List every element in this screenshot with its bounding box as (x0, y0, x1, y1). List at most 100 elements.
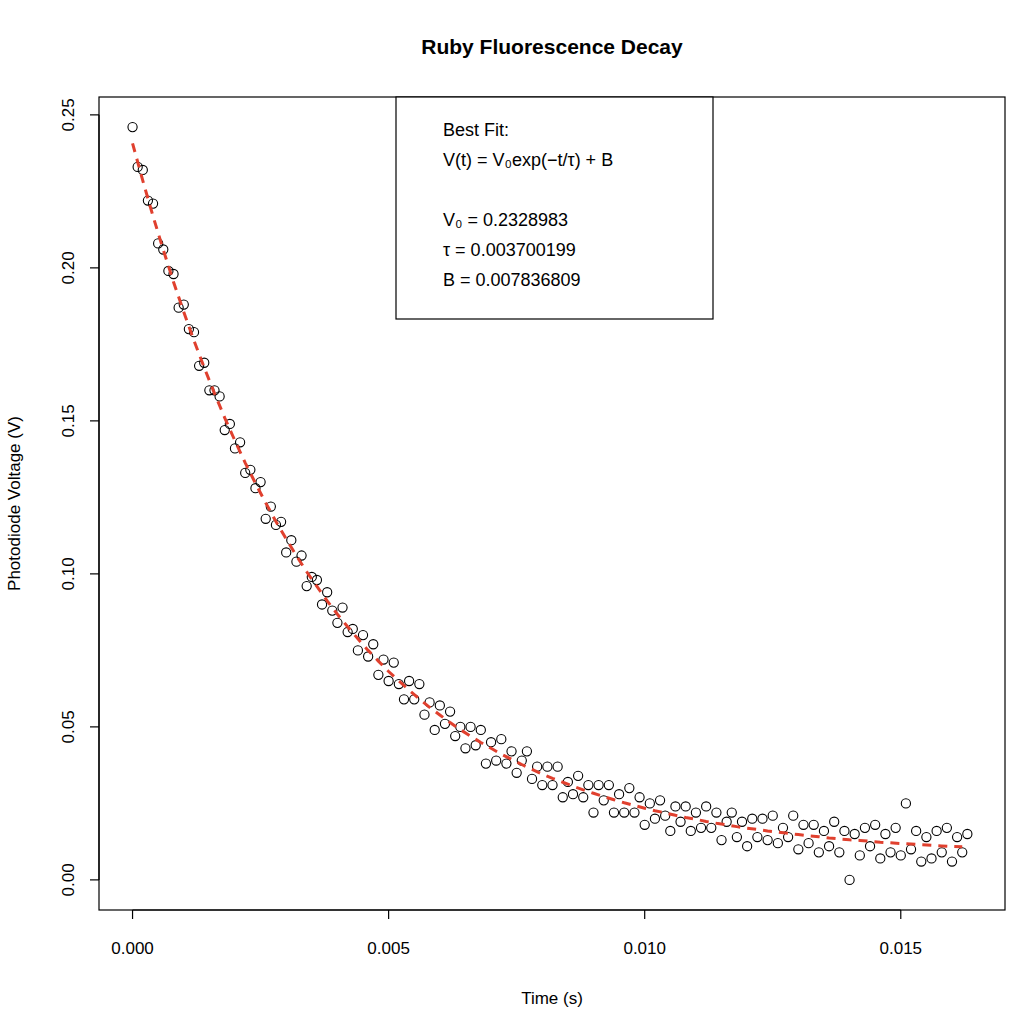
x-tick-label: 0.015 (880, 939, 923, 958)
data-point (374, 670, 383, 679)
data-point (399, 695, 408, 704)
data-point (707, 823, 716, 832)
data-point (881, 829, 890, 838)
data-point (461, 744, 470, 753)
data-point (579, 793, 588, 802)
data-point (676, 817, 685, 826)
data-point (594, 780, 603, 789)
data-point (927, 854, 936, 863)
data-point (630, 808, 639, 817)
x-tick-label: 0.010 (623, 939, 666, 958)
annotation-box (396, 97, 713, 319)
data-point (896, 851, 905, 860)
y-tick (90, 573, 99, 574)
data-point (886, 848, 895, 857)
y-axis-line (98, 115, 99, 880)
data-point (819, 826, 828, 835)
plot-frame (99, 97, 1005, 910)
data-point (947, 857, 956, 866)
data-point (625, 783, 634, 792)
data-point (384, 676, 393, 685)
y-axis: 0.000.050.100.150.200.25 (59, 98, 99, 896)
data-point (481, 759, 490, 768)
data-point (855, 851, 864, 860)
data-point (655, 796, 664, 805)
data-point (589, 808, 598, 817)
fit-line (133, 143, 963, 847)
data-point (502, 759, 511, 768)
x-axis-label: Time (s) (521, 989, 583, 1008)
data-point (712, 808, 721, 817)
data-point (666, 826, 675, 835)
data-point (845, 875, 854, 884)
data-point (763, 836, 772, 845)
data-point (804, 839, 813, 848)
data-point (492, 756, 501, 765)
x-tick-label: 0.005 (367, 939, 410, 958)
y-tick (90, 879, 99, 880)
data-point (901, 799, 910, 808)
data-point (353, 646, 362, 655)
x-axis: 0.000 0.005 0.010 0.015 (111, 910, 922, 958)
data-point (609, 808, 618, 817)
data-point (323, 588, 332, 597)
y-tick-label: 0.20 (59, 251, 78, 284)
data-point (435, 701, 444, 710)
data-point (220, 425, 229, 434)
data-point (568, 790, 577, 799)
data-point (691, 808, 700, 817)
data-point (922, 832, 931, 841)
data-point (466, 722, 475, 731)
y-tick-label: 0.25 (59, 98, 78, 131)
data-point (558, 793, 567, 802)
data-point (963, 829, 972, 838)
data-point (912, 826, 921, 835)
y-tick (90, 267, 99, 268)
data-point (553, 762, 562, 771)
data-point (871, 820, 880, 829)
y-tick-label: 0.00 (59, 863, 78, 896)
chart-title: Ruby Fluorescence Decay (421, 35, 683, 58)
data-point (333, 618, 342, 627)
y-tick (90, 420, 99, 421)
data-point (743, 842, 752, 851)
data-point (574, 771, 583, 780)
data-point (768, 811, 777, 820)
data-point (799, 820, 808, 829)
data-point (261, 514, 270, 523)
data-point (958, 848, 967, 857)
data-point (584, 780, 593, 789)
x-tick (644, 910, 645, 919)
data-point (773, 839, 782, 848)
data-point (906, 845, 915, 854)
fit-annotation: Best Fit:V(t) = V₀exp(−t/τ) + BV₀ = 0.23… (396, 97, 713, 319)
data-point (835, 848, 844, 857)
data-point (538, 780, 547, 789)
data-point (814, 848, 823, 857)
data-point (614, 790, 623, 799)
x-tick (388, 910, 389, 919)
x-tick (900, 910, 901, 919)
data-point (932, 826, 941, 835)
data-point (702, 802, 711, 811)
data-point (604, 780, 613, 789)
background (0, 0, 1015, 1024)
data-point (661, 811, 670, 820)
data-point (865, 842, 874, 851)
data-point (671, 802, 680, 811)
data-point (543, 762, 552, 771)
data-point (389, 658, 398, 667)
data-point (891, 823, 900, 832)
data-point (256, 477, 265, 486)
x-tick-label: 0.000 (111, 939, 154, 958)
data-point (717, 836, 726, 845)
data-point (312, 575, 321, 584)
data-point (732, 832, 741, 841)
data-point (789, 811, 798, 820)
data-point (840, 826, 849, 835)
data-point (302, 582, 311, 591)
data-point (645, 799, 654, 808)
data-point (696, 823, 705, 832)
data-point (440, 719, 449, 728)
x-axis-line (133, 909, 901, 910)
